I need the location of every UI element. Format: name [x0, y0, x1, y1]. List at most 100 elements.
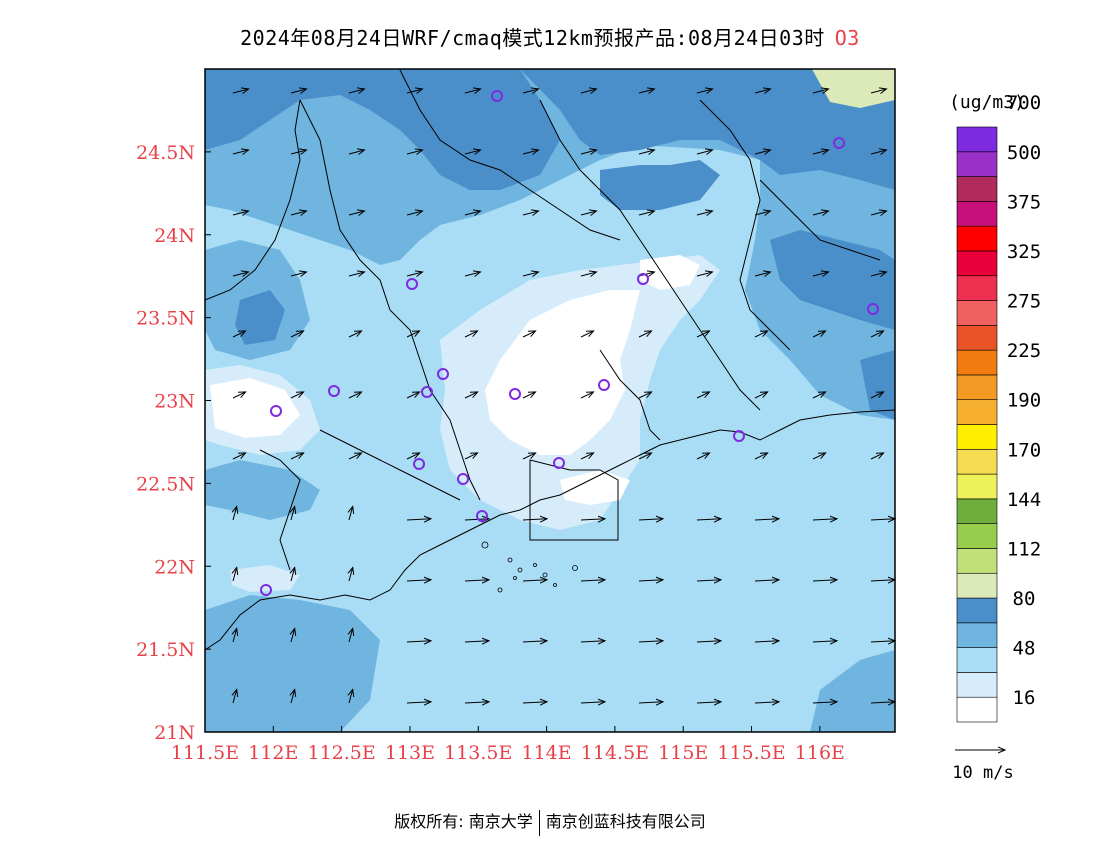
wind-arrow — [754, 392, 768, 399]
legend-label: 225 — [1007, 340, 1041, 362]
wind-arrow — [522, 89, 539, 93]
wind-arrow — [870, 641, 895, 642]
wind-arrow — [638, 211, 655, 215]
wind-arrow — [522, 580, 547, 581]
wind-arrow — [291, 507, 295, 521]
wind-arrow — [291, 568, 295, 582]
wind-arrow — [464, 392, 478, 399]
lat-tick-label: 24N — [154, 225, 195, 247]
wind-arrow — [812, 519, 837, 520]
wind-arrow — [233, 507, 237, 521]
monitoring-site-marker — [406, 278, 418, 290]
wind-arrow — [349, 568, 353, 582]
color-legend — [956, 126, 998, 723]
wind-arrow — [522, 331, 536, 338]
boundary-lines — [205, 69, 895, 651]
wind-arrow — [406, 453, 420, 460]
wind-arrow — [406, 702, 431, 703]
legend-label: 48 — [1013, 638, 1036, 660]
wind-arrow — [464, 580, 489, 581]
monitoring-site-marker — [637, 273, 649, 285]
legend-unit: (ug/m3) — [949, 92, 1025, 113]
legend-swatch — [956, 572, 998, 599]
wind-arrow — [348, 89, 365, 93]
legend-swatch — [956, 300, 998, 326]
wind-arrow — [754, 519, 779, 520]
wind-arrow — [233, 568, 237, 582]
legend-label: 700 — [1007, 92, 1041, 114]
wind-arrow — [870, 453, 884, 460]
legend-swatch — [956, 696, 998, 723]
wind-arrow — [696, 392, 710, 399]
lon-tick-label: 112E — [248, 742, 298, 764]
lat-tick-label: 23.5N — [136, 308, 195, 330]
wind-arrow — [349, 507, 353, 521]
legend-swatch — [956, 473, 998, 500]
lat-tick-label: 22.5N — [136, 473, 195, 495]
copyright-left: 版权所有: 南京大学 — [394, 812, 533, 831]
wind-arrow — [696, 150, 713, 154]
wind-arrow — [638, 89, 655, 93]
wind-arrow — [290, 392, 304, 399]
wind-arrow — [812, 272, 829, 276]
wind-arrow — [406, 641, 431, 642]
wind-arrow — [464, 641, 489, 642]
wind-arrow — [812, 89, 829, 93]
lat-tick-label: 21.5N — [136, 639, 195, 661]
wind-arrow — [812, 641, 837, 642]
wind-arrow — [290, 211, 307, 215]
legend-label: 500 — [1007, 142, 1041, 164]
longitude-axis: 111.5E 112E 112.5E 113E 113.5E 114E 114.5E 115E… — [171, 726, 845, 764]
lon-tick-label: 115.5E — [717, 742, 785, 764]
concentration-field — [205, 69, 895, 732]
monitoring-site-marker — [457, 473, 469, 485]
legend-swatch — [956, 151, 998, 177]
wind-arrow — [754, 331, 768, 338]
legend-swatch — [956, 325, 998, 351]
monitoring-site-marker — [491, 90, 503, 102]
monitoring-site-marker — [437, 368, 449, 380]
wind-arrow — [870, 89, 887, 93]
wind-arrow — [754, 453, 768, 460]
wind-arrow — [638, 453, 652, 460]
monitoring-site-marker — [598, 379, 610, 391]
latitude-axis: 21N 21.5N 22N 22.5N 23N 23.5N 24N 24.5N — [136, 142, 211, 744]
monitoring-site-marker — [733, 430, 745, 442]
wind-arrow — [812, 211, 829, 215]
monitoring-site-marker — [413, 458, 425, 470]
lat-tick-label: 21N — [154, 722, 195, 744]
wind-arrow — [406, 580, 431, 581]
wind-arrow — [812, 392, 826, 399]
wind-arrow — [348, 211, 365, 215]
wind-arrow — [406, 331, 420, 338]
wind-arrow — [754, 641, 779, 642]
footer: 版权所有: 南京大学 南京创蓝科技有限公司 — [0, 808, 1100, 836]
wind-arrow — [754, 150, 771, 154]
wind-arrow — [406, 392, 420, 399]
wind-arrow — [232, 392, 246, 399]
legend-label: 80 — [1013, 588, 1036, 610]
monitoring-site-marker — [421, 386, 433, 398]
legend-swatch — [956, 622, 998, 648]
legend-label: 190 — [1007, 390, 1041, 412]
legend-labels: 16 48 80 112 144 170 190 225 275 325 375 500 700 — [1007, 92, 1041, 709]
lon-tick-label: 113.5E — [444, 742, 512, 764]
wind-arrow — [406, 519, 431, 520]
wind-arrow — [754, 211, 771, 215]
wind-arrow — [580, 331, 594, 338]
wind-arrow — [638, 519, 663, 520]
lat-tick-label: 24.5N — [136, 142, 195, 164]
legend-label: 16 — [1013, 687, 1036, 709]
wind-arrow — [696, 211, 713, 215]
wind-arrow — [348, 150, 365, 154]
lon-tick-label: 115E — [658, 742, 708, 764]
footer-separator — [538, 809, 540, 836]
lon-tick-label: 113E — [385, 742, 435, 764]
legend-label: 275 — [1007, 291, 1041, 313]
wind-arrow — [580, 150, 597, 154]
wind-arrow — [232, 453, 246, 460]
wind-arrow — [232, 331, 246, 338]
wind-arrow — [522, 702, 547, 703]
monitoring-site-marker — [509, 388, 521, 400]
